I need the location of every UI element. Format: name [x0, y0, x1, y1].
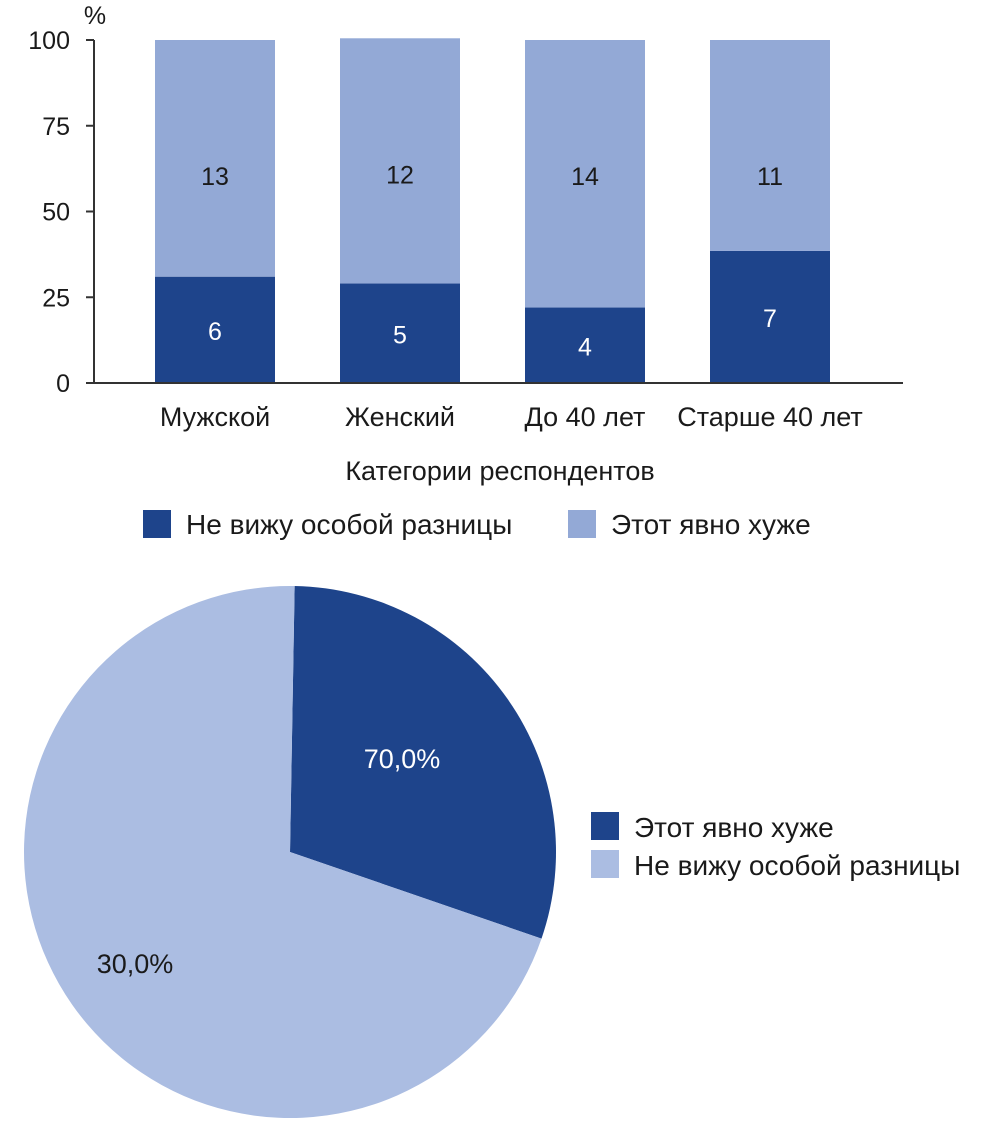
x-axis-category-labels: Мужской Женский До 40 лет Старше 40 лет: [160, 402, 863, 432]
bar-data-label: 12: [386, 161, 414, 189]
bar-segment-light: [340, 38, 460, 284]
y-tick-label: 0: [56, 370, 70, 398]
bar-data-label: 14: [571, 163, 599, 191]
bar-segment-dark: [525, 307, 645, 383]
bar-chart: % 0 25 50 75 100 6 13 5 12 4 14 7 11 Мужской Женский…: [28, 2, 903, 540]
bar-data-label: 6: [208, 318, 222, 346]
pie-slice-label: 70,0%: [364, 744, 441, 774]
pie-legend: Этот явно хуже Не вижу особой разницы: [591, 812, 960, 881]
bar-data-label: 7: [763, 305, 777, 333]
legend-swatch: [143, 510, 171, 538]
pie-slice: [290, 586, 556, 939]
x-category-label: Старше 40 лет: [677, 402, 863, 432]
pie-legend-swatch: [591, 812, 619, 840]
y-axis-unit-label: %: [84, 2, 106, 30]
y-tick-label: 50: [42, 199, 70, 227]
bar-segment-light: [525, 40, 645, 308]
pie-chart: 70,0% 30,0% Этот явно хуже Не вижу особой …: [24, 586, 960, 1119]
y-tick-label: 100: [28, 27, 70, 55]
pie-legend-label: Этот явно хуже: [634, 812, 834, 843]
bar-segment-dark: [155, 276, 275, 383]
pie-slice-labels: 70,0% 30,0%: [97, 744, 441, 979]
legend-label: Этот явно хуже: [611, 509, 811, 540]
bar-segment-light: [710, 40, 830, 251]
bar-segment-light: [155, 40, 275, 277]
pie-slice: [24, 586, 542, 1119]
bar-data-label: 11: [757, 163, 783, 191]
y-tick-label: 75: [42, 113, 70, 141]
x-category-label: Женский: [345, 402, 455, 432]
legend-label: Не вижу особой разницы: [186, 509, 512, 540]
legend-swatch: [568, 510, 596, 538]
bar-legend: Не вижу особой разницы Этот явно хуже: [143, 509, 811, 540]
y-tick-label: 25: [42, 284, 70, 312]
pie-legend-label: Не вижу особой разницы: [634, 850, 960, 881]
pie-legend-swatch: [591, 850, 619, 878]
y-axis-ticks: 0 25 50 75 100: [28, 27, 94, 398]
x-category-label: До 40 лет: [525, 402, 646, 432]
bar-data-label: 5: [393, 321, 407, 349]
x-axis-title: Категории респондентов: [345, 456, 654, 486]
bars: 6 13 5 12 4 14 7 11: [155, 38, 830, 383]
pie-slices: [24, 586, 556, 1119]
bar-segment-dark: [710, 250, 830, 383]
bar-data-label: 4: [578, 333, 592, 361]
pie-slice-label: 30,0%: [97, 949, 174, 979]
bar-data-label: 13: [201, 163, 229, 191]
x-category-label: Мужской: [160, 402, 270, 432]
bar-segment-dark: [340, 283, 460, 383]
